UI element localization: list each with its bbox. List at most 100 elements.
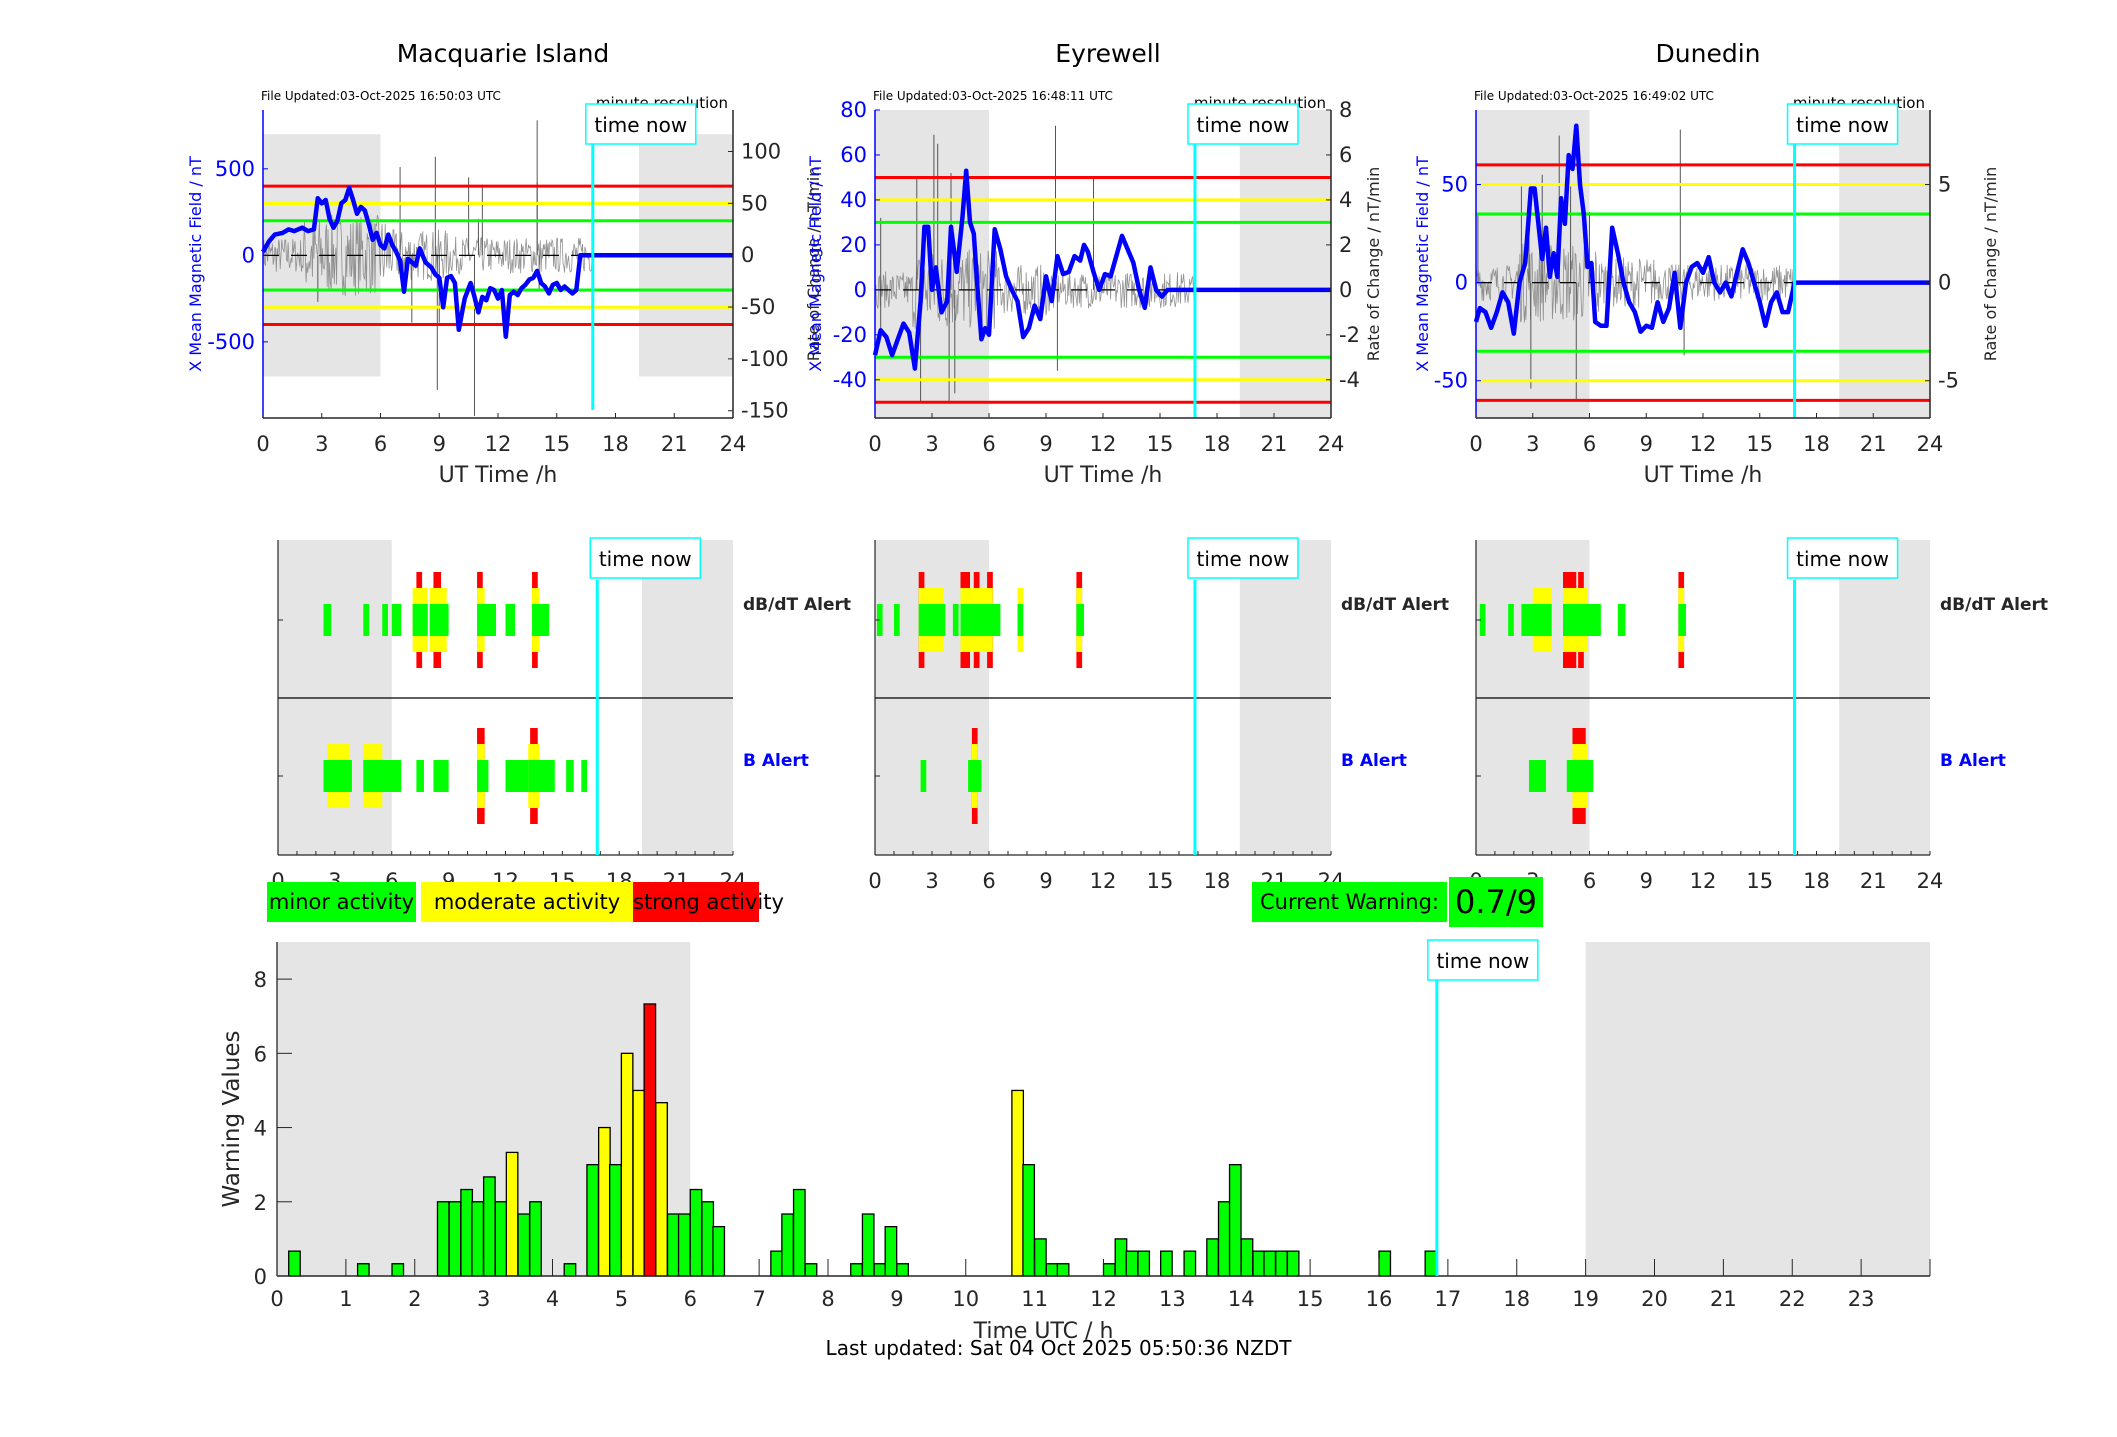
x-tick-label: 6 [1583, 432, 1596, 456]
magnetic-field-line [1473, 123, 1930, 336]
dbdt-alert-segment-minor [382, 604, 388, 636]
x-tick-label: 18 [1204, 869, 1231, 893]
dbdt-alert-segment-minor [412, 604, 428, 636]
warning-bar-minor [517, 1213, 531, 1277]
x-tick-label: 9 [1039, 869, 1052, 893]
y-right-tick-label: -5 [1938, 369, 1959, 393]
dbdt-alert-segment-minor [1017, 604, 1024, 636]
warning-bar-minor [712, 1225, 726, 1277]
x-tick-label: 9 [433, 432, 446, 456]
x-tick-label: 21 [1710, 1287, 1737, 1311]
y-right-tick-label: 5 [1938, 173, 1951, 197]
warning-bar-minor [770, 1250, 783, 1277]
time-now-box [1187, 537, 1299, 579]
warning-bar-minor [896, 1263, 910, 1277]
y-right-tick-label: 50 [741, 191, 768, 215]
x-tick-label: 0 [1469, 432, 1482, 456]
night-band [1839, 110, 1930, 418]
x-tick-label: 6 [1583, 869, 1596, 893]
x-tick-label: 21 [1860, 869, 1887, 893]
y-right-tick-label: 100 [741, 139, 781, 163]
warning-bar-minor [689, 1188, 703, 1277]
dbdt-alert-segment-minor [323, 604, 332, 636]
x-tick-label: 15 [1746, 869, 1773, 893]
warning-bar-minor [1160, 1250, 1173, 1277]
y-left-tick-label: -40 [833, 368, 867, 392]
y-left-tick-label: -20 [833, 323, 867, 347]
warning-bar-moderate [597, 1126, 611, 1277]
b-alert-segment-minor [433, 760, 449, 792]
x-tick-label: 23 [1848, 1287, 1875, 1311]
x-tick-label: 3 [925, 432, 938, 456]
dbdt-alert-segment-minor [1678, 604, 1686, 636]
warning-bar-minor [884, 1225, 898, 1277]
warning-bar-minor [701, 1201, 715, 1277]
warning-bar-minor [586, 1164, 600, 1277]
file-updated-label: File Updated:03-Oct-2025 16:49:02 UTC [1474, 89, 1714, 103]
warning-bar-strong [643, 1003, 657, 1277]
x-tick-label: 15 [1147, 432, 1174, 456]
magnetic-field-line [872, 168, 1331, 371]
warning-bar-minor [563, 1263, 577, 1277]
b-alert-segment-minor [581, 760, 588, 792]
y-right-tick-label: -2 [1339, 323, 1360, 347]
x-tick-label: 12 [1690, 869, 1717, 893]
y-axis-label: Warning Values [219, 1030, 245, 1207]
warning-bar-minor [804, 1263, 818, 1277]
rate-of-change-trace [262, 214, 593, 296]
b-alert-segment-minor [566, 760, 574, 792]
x-tick-label: 6 [982, 432, 995, 456]
x-axis-label: UT Time /h [1044, 463, 1163, 488]
x-tick-label: 9 [1640, 869, 1653, 893]
x-tick-label: 12 [1090, 432, 1117, 456]
dbdt-alert-label: dB/dT Alert [743, 595, 851, 615]
night-band [1585, 942, 1930, 1276]
y-right-tick-label: -100 [741, 347, 789, 371]
x-tick-label: 11 [1021, 1287, 1048, 1311]
x-tick-label: 24 [1318, 432, 1345, 456]
dbdt-alert-segment-minor [429, 604, 449, 636]
x-tick-label: 1 [339, 1287, 352, 1311]
file-updated-label: File Updated:03-Oct-2025 16:50:03 UTC [261, 89, 501, 103]
dbdt-alert-segment-minor [1563, 604, 1601, 636]
x-tick-label: 24 [1917, 432, 1944, 456]
time-now-marker: time now [585, 103, 697, 145]
x-axis-label: UT Time /h [1644, 463, 1763, 488]
y-right-tick-label: -4 [1339, 368, 1360, 392]
y-left-tick-label: 500 [215, 157, 255, 181]
x-tick-label: 15 [1746, 432, 1773, 456]
b-alert-label: B Alert [743, 751, 809, 771]
x-tick-label: 18 [1803, 869, 1830, 893]
x-tick-label: 6 [374, 432, 387, 456]
x-tick-label: 0 [270, 1287, 283, 1311]
x-tick-label: 19 [1572, 1287, 1599, 1311]
y-left-axis-label: X Mean Magnetic Field / nT [806, 156, 825, 372]
y-left-tick-label: 60 [840, 143, 867, 167]
time-now-marker: time now [1187, 103, 1299, 145]
b-alert-segment-minor [968, 760, 982, 792]
y-right-tick-label: 0 [1339, 278, 1352, 302]
time-now-label: time now [599, 547, 692, 571]
time-now-marker: time now [1427, 939, 1539, 981]
warning-bar-moderate [632, 1089, 646, 1277]
time-now-label: time now [1796, 113, 1889, 137]
x-tick-label: 18 [1803, 432, 1830, 456]
x-tick-label: 9 [1640, 432, 1653, 456]
magnetic-field-line [261, 185, 733, 339]
x-tick-label: 3 [1526, 432, 1539, 456]
b-alert-segment-minor [505, 760, 529, 792]
warning-bar-minor [781, 1213, 794, 1277]
current-warning-label: Current Warning: [1252, 882, 1447, 922]
warning-bar-minor [471, 1201, 485, 1277]
dbdt-alert-segment-minor [1479, 604, 1486, 636]
y-left-tick-label: 0 [854, 278, 867, 302]
x-tick-label: 0 [868, 432, 881, 456]
x-tick-label: 12 [485, 432, 512, 456]
legend-minor-activity: minor activity [267, 882, 416, 922]
warning-bar-minor [391, 1263, 405, 1277]
dbdt-alert-segment-minor [391, 604, 402, 636]
warning-bar-minor [460, 1188, 474, 1277]
time-now-box [1786, 537, 1899, 579]
